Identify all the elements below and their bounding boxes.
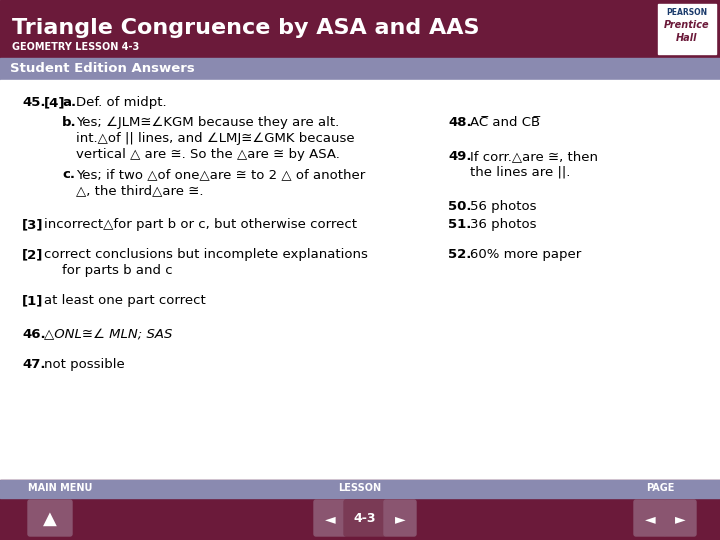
Text: 49.: 49. [448,150,472,163]
Text: correct conclusions but incomplete explanations: correct conclusions but incomplete expla… [44,248,368,261]
Text: LESSON: LESSON [338,483,382,493]
Text: AC̅ and CB̅: AC̅ and CB̅ [470,116,540,129]
Text: ►: ► [675,512,685,526]
Text: 50.: 50. [448,200,472,213]
Text: Yes; ∠JLM≅∠KGM because they are alt.: Yes; ∠JLM≅∠KGM because they are alt. [76,116,339,129]
FancyBboxPatch shape [384,500,416,536]
Text: PAGE: PAGE [646,483,674,493]
Text: Triangle Congruence by ASA and AAS: Triangle Congruence by ASA and AAS [12,18,480,38]
Text: ▲: ▲ [43,510,57,528]
Text: 46.: 46. [22,328,45,341]
Bar [0,480,720,498]
Text: 48.: 48. [448,116,472,129]
Text: Def. of midpt.: Def. of midpt. [76,96,166,109]
FancyBboxPatch shape [28,500,72,536]
Text: Prentice: Prentice [664,20,710,30]
Text: not possible: not possible [44,358,125,371]
Text: ►: ► [395,512,405,526]
Text: b.: b. [62,116,76,129]
Text: c.: c. [62,168,75,181]
Text: 51.: 51. [448,218,472,231]
Text: MAIN MENU: MAIN MENU [28,483,92,493]
Text: int.△of || lines, and ∠LMJ≅∠GMK because: int.△of || lines, and ∠LMJ≅∠GMK because [76,132,355,145]
Text: 47.: 47. [22,358,45,371]
Text: for parts b and c: for parts b and c [62,264,173,277]
Text: 4-3: 4-3 [354,512,377,525]
Text: ◄: ◄ [325,512,336,526]
Text: [3]: [3] [22,218,43,231]
Text: a.: a. [62,96,76,109]
Text: △ONL≅∠ MLN; SAS: △ONL≅∠ MLN; SAS [44,328,172,341]
Text: Hall: Hall [676,33,698,43]
Text: at least one part correct: at least one part correct [44,294,206,307]
Text: Student Edition Answers: Student Edition Answers [10,62,194,75]
Text: 36 photos: 36 photos [470,218,536,231]
Text: If corr.△are ≅, then: If corr.△are ≅, then [470,150,598,163]
Text: [4]: [4] [44,96,66,109]
Text: 56 photos: 56 photos [470,200,536,213]
Bar [0,58,720,80]
Bar [0,80,720,480]
Text: [1]: [1] [22,294,43,307]
Text: ◄: ◄ [644,512,655,526]
Text: 45.: 45. [22,96,45,109]
Text: Yes; if two △of one△are ≅ to 2 △ of another: Yes; if two △of one△are ≅ to 2 △ of anot… [76,168,365,181]
FancyBboxPatch shape [634,500,666,536]
Bar [0,480,720,540]
Text: the lines are ||.: the lines are ||. [470,166,570,179]
FancyBboxPatch shape [344,500,386,536]
Text: [2]: [2] [22,248,43,261]
Text: 52.: 52. [448,248,472,261]
Text: 60% more paper: 60% more paper [470,248,581,261]
Bar [0,0,720,58]
Bar [658,4,716,54]
FancyBboxPatch shape [314,500,346,536]
Text: PEARSON: PEARSON [667,8,708,17]
Text: vertical △ are ≅. So the △are ≅ by ASA.: vertical △ are ≅. So the △are ≅ by ASA. [76,148,340,161]
FancyBboxPatch shape [664,500,696,536]
Text: GEOMETRY LESSON 4-3: GEOMETRY LESSON 4-3 [12,42,139,52]
Text: incorrect△for part b or c, but otherwise correct: incorrect△for part b or c, but otherwise… [44,218,357,231]
Text: △, the third△are ≅.: △, the third△are ≅. [76,184,204,197]
